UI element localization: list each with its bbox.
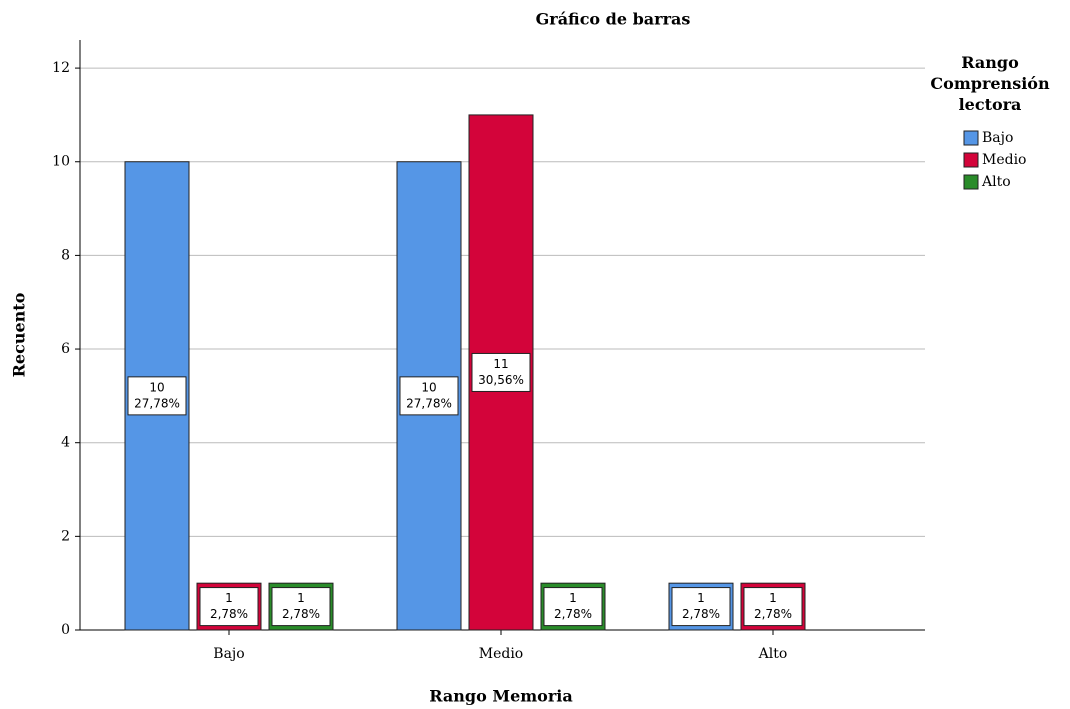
data-label-box xyxy=(743,587,803,627)
percent-label: 30,56% xyxy=(478,373,524,387)
data-label: 1 xyxy=(225,591,233,605)
data-label: 11 xyxy=(493,357,508,371)
legend-title: Rango Comprensión lectora xyxy=(930,53,1050,114)
percent-label: 27,78% xyxy=(134,396,180,410)
legend-swatch xyxy=(963,174,979,190)
legend-label: Medio xyxy=(982,152,1027,168)
percent-label: 2,78% xyxy=(282,607,320,621)
data-label-box xyxy=(199,587,259,627)
y-tick-label: 0 xyxy=(61,622,70,638)
data-label: 1 xyxy=(697,591,705,605)
data-label: 1 xyxy=(297,591,305,605)
y-tick-label: 8 xyxy=(61,247,70,263)
x-axis-label: Rango Memoria xyxy=(429,687,572,706)
x-tick-label: Bajo xyxy=(213,646,244,662)
data-label-box xyxy=(671,587,731,627)
data-label-box xyxy=(271,587,331,627)
y-tick-label: 12 xyxy=(52,60,70,76)
y-tick-label: 6 xyxy=(61,341,70,357)
data-label-box xyxy=(543,587,603,627)
y-tick-label: 4 xyxy=(61,435,70,451)
percent-label: 2,78% xyxy=(682,607,720,621)
percent-label: 27,78% xyxy=(406,396,452,410)
data-label: 1 xyxy=(769,591,777,605)
data-label-box xyxy=(127,376,187,416)
x-tick-label: Alto xyxy=(758,646,788,662)
percent-label: 2,78% xyxy=(554,607,592,621)
data-label: 10 xyxy=(421,380,436,394)
y-tick-label: 2 xyxy=(61,528,70,544)
y-tick-label: 10 xyxy=(52,154,70,170)
data-label: 10 xyxy=(149,380,164,394)
percent-label: 2,78% xyxy=(210,607,248,621)
percent-label: 2,78% xyxy=(754,607,792,621)
legend-label: Bajo xyxy=(982,130,1013,146)
data-label-box xyxy=(471,352,531,392)
data-label: 1 xyxy=(569,591,577,605)
x-tick-label: Medio xyxy=(479,646,524,662)
chart-title: Gráfico de barras xyxy=(536,10,691,29)
legend-swatch xyxy=(963,130,979,146)
legend-swatch xyxy=(963,152,979,168)
legend-label: Alto xyxy=(981,174,1011,190)
y-axis-label: Recuento xyxy=(10,292,29,377)
data-label-box xyxy=(399,376,459,416)
